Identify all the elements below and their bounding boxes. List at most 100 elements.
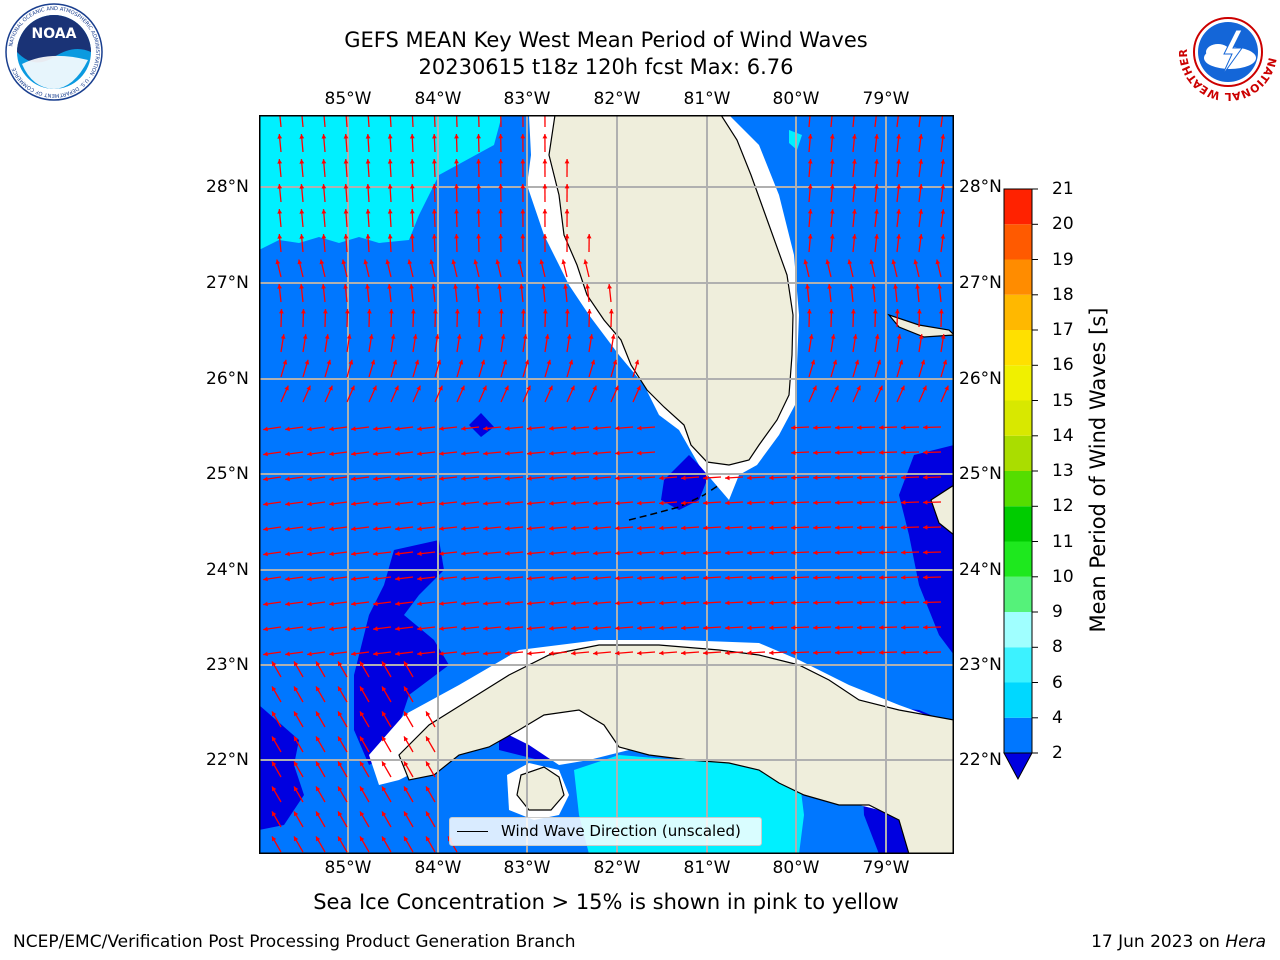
wind-wave-arrowhead xyxy=(681,625,686,631)
wind-wave-arrowhead xyxy=(857,600,862,605)
wind-wave-arrowhead xyxy=(417,451,422,456)
wind-wave-arrowhead xyxy=(439,451,444,456)
wind-wave-arrowhead xyxy=(659,650,664,656)
wind-wave-arrowhead xyxy=(659,625,664,631)
wind-wave-arrowhead xyxy=(285,551,290,557)
map-title: GEFS MEAN Key West Mean Period of Wind W… xyxy=(344,28,868,52)
wind-wave-arrowhead xyxy=(835,450,840,455)
wind-wave-arrowhead xyxy=(498,209,504,214)
wind-wave-arrowhead xyxy=(878,385,883,391)
colorbar-tick-label: 11 xyxy=(1052,531,1074,552)
wind-wave-arrowhead xyxy=(586,234,592,239)
footer-date-text: 17 Jun 2023 on xyxy=(1091,932,1226,952)
wind-wave-arrowhead xyxy=(389,309,394,314)
wind-wave-arrowhead xyxy=(813,600,818,606)
wind-wave-arrowhead xyxy=(294,736,299,742)
wind-wave-arrowhead xyxy=(461,426,466,431)
wind-wave-arrowhead xyxy=(571,575,576,581)
wind-wave-arrowhead xyxy=(703,600,708,606)
wind-wave-arrowhead xyxy=(593,475,598,481)
wind-wave-arrowhead xyxy=(637,475,642,481)
wind-wave-arrowhead xyxy=(901,600,906,605)
wind-wave-arrowhead xyxy=(502,359,508,365)
wind-wave-arrowhead xyxy=(725,650,730,656)
wind-wave-arrowhead xyxy=(350,385,355,391)
wind-wave-arrowhead xyxy=(323,309,328,314)
wind-wave-arrowhead xyxy=(373,501,378,507)
wind-wave-arrowhead xyxy=(395,501,400,506)
wind-wave-arrowhead xyxy=(416,385,421,391)
wind-wave-arrowhead xyxy=(917,309,922,314)
wind-wave-arrowhead xyxy=(321,134,327,139)
wind-wave-arrowhead xyxy=(593,425,598,431)
wind-wave-arrowhead xyxy=(338,786,343,792)
lon-label: 79°W xyxy=(862,858,910,878)
noaa-logo-text: NOAA xyxy=(32,26,77,42)
wind-wave-arrowhead xyxy=(593,625,598,631)
wind-wave-arrowhead xyxy=(365,134,371,139)
wind-wave-arrowhead xyxy=(417,576,422,581)
wind-wave-arrowhead xyxy=(549,550,554,556)
wind-wave-arrowhead xyxy=(321,234,327,239)
wind-wave-arrowhead xyxy=(483,651,488,656)
wind-wave-arrowhead xyxy=(527,426,532,431)
nws-logo-icon: NATIONAL WEATHER SERVICE xyxy=(1178,2,1278,102)
wind-wave-arrowhead xyxy=(807,309,812,314)
colorbar-tickmarks xyxy=(1032,188,1038,754)
wind-wave-arrowhead xyxy=(282,359,288,365)
wind-wave-arrowhead xyxy=(807,134,813,139)
wind-wave-arrowhead xyxy=(409,284,414,289)
wind-wave-arrowhead xyxy=(549,625,554,631)
wind-wave-arrowhead xyxy=(338,811,343,817)
wind-wave-arrowhead xyxy=(272,811,277,817)
wind-wave-arrowhead xyxy=(922,385,927,391)
colorbar-segment xyxy=(1004,682,1032,718)
wind-wave-arrowhead xyxy=(404,786,409,792)
wind-wave-arrowhead xyxy=(432,134,437,139)
wind-wave-arrowhead xyxy=(316,736,321,742)
wind-wave-arrowhead xyxy=(395,426,400,431)
wind-wave-arrowhead xyxy=(409,134,415,139)
lon-label: 83°W xyxy=(503,858,551,878)
wind-wave-arrowhead xyxy=(483,551,488,556)
wind-wave-arrowhead xyxy=(316,711,321,717)
wind-wave-arrowhead xyxy=(461,551,466,556)
wind-wave-arrowhead xyxy=(461,526,466,531)
wind-wave-arrowhead xyxy=(725,500,730,506)
wind-wave-arrowhead xyxy=(478,334,484,339)
wind-wave-arrowhead xyxy=(810,359,816,365)
wind-wave-arrowhead xyxy=(294,811,299,817)
wind-wave-arrowhead xyxy=(277,209,283,214)
wind-wave-arrowhead xyxy=(829,209,835,214)
wind-wave-arrowhead xyxy=(499,309,504,314)
wind-wave-arrowhead xyxy=(923,450,928,455)
wind-wave-arrowhead xyxy=(874,159,879,164)
wind-wave-arrowhead xyxy=(659,525,664,531)
wind-wave-arrowhead xyxy=(637,525,642,531)
wind-wave-arrowhead xyxy=(307,651,312,657)
wind-wave-arrowhead xyxy=(439,551,444,556)
wind-wave-arrowhead xyxy=(404,711,409,717)
wind-wave-arrowhead xyxy=(277,284,282,289)
wind-wave-arrowhead xyxy=(901,550,906,555)
wind-wave-arrowhead xyxy=(299,134,305,139)
wind-wave-arrowhead xyxy=(473,259,479,265)
wind-wave-arrowhead xyxy=(360,661,365,667)
wind-wave-arrow xyxy=(830,115,833,128)
colorbar-segment xyxy=(1004,435,1032,471)
colorbar-segment xyxy=(1004,647,1032,683)
colorbar-tick-label: 6 xyxy=(1052,672,1063,693)
wind-wave-arrowhead xyxy=(852,334,858,339)
wind-wave-arrowhead xyxy=(316,811,321,817)
wind-wave-arrowhead xyxy=(918,209,924,214)
wind-wave-arrow xyxy=(323,115,326,128)
wind-wave-arrowhead xyxy=(299,184,305,189)
map-subtitle: 20230615 t18z 120h fcst Max: 6.76 xyxy=(418,55,794,79)
wind-wave-arrowhead xyxy=(571,450,576,456)
wind-wave-arrowhead xyxy=(725,625,730,631)
wind-wave-arrowhead xyxy=(593,525,598,531)
wind-wave-arrowhead xyxy=(263,426,268,432)
wind-wave-arrowhead xyxy=(439,576,444,581)
wind-wave-arrowhead xyxy=(451,259,457,265)
wind-wave-arrowhead xyxy=(498,134,504,139)
